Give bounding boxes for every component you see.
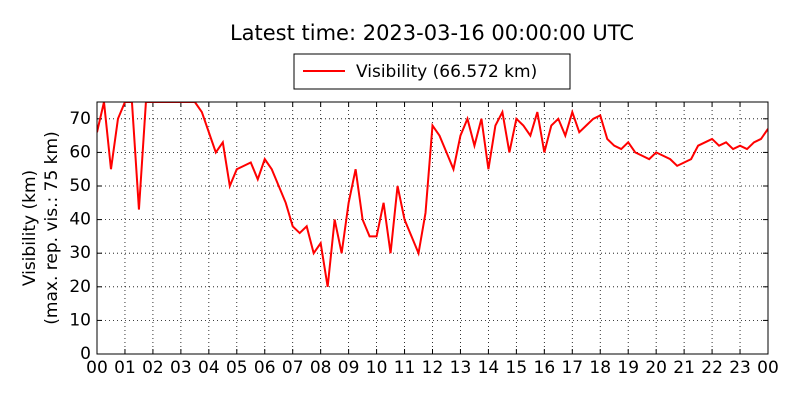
x-tick-label: 00 [757,358,779,378]
x-tick-label: 00 [86,358,108,378]
x-tick-label: 22 [701,358,723,378]
x-tick-label: 11 [394,358,416,378]
x-tick-label: 23 [729,358,751,378]
x-tick-label: 21 [673,358,695,378]
y-tick-label: 60 [69,142,91,162]
x-tick-label: 08 [310,358,332,378]
x-tick-label: 06 [254,358,276,378]
y-tick-label: 70 [69,109,91,129]
x-tick-label: 17 [561,358,583,378]
x-tick-label: 04 [198,358,220,378]
x-tick-label: 03 [170,358,192,378]
x-tick-label: 12 [422,358,444,378]
y-tick-label: 20 [69,277,91,297]
y-tick-label: 10 [69,310,91,330]
y-tick-label: 0 [80,344,91,364]
plot-frame [96,101,769,355]
x-tick-label: 05 [226,358,248,378]
x-tick-label: 20 [645,358,667,378]
x-tick-label: 07 [282,358,304,378]
legend-label: Visibility (66.572 km) [356,62,537,82]
x-tick-label: 02 [142,358,164,378]
y-axis-label: Visibility (km) [20,170,40,286]
chart-title: Latest time: 2023-03-16 00:00:00 UTC [230,21,634,45]
data-line [97,102,768,287]
x-tick-label: 19 [617,358,639,378]
y-tick-label: 50 [69,176,91,196]
x-tick-label: 15 [506,358,528,378]
x-tick-label: 13 [450,358,472,378]
x-tick-label: 09 [338,358,360,378]
x-tick-label: 14 [478,358,500,378]
x-tick-label: 16 [534,358,556,378]
x-tick-label: 01 [114,358,136,378]
y-tick-label: 40 [69,210,91,230]
x-tick-label: 10 [366,358,388,378]
x-tick-label: 18 [589,358,611,378]
y-axis-label: (max. rep. vis.: 75 km) [42,131,62,324]
y-tick-label: 30 [69,243,91,263]
